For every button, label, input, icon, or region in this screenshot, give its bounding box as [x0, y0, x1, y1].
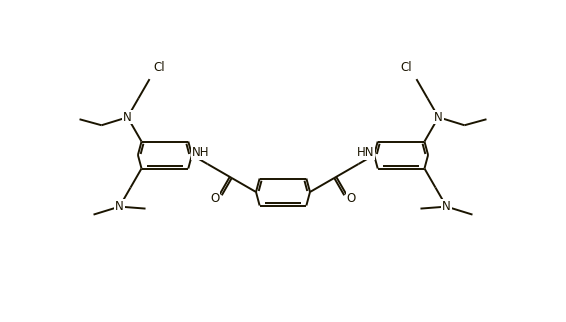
- Text: NH: NH: [192, 146, 209, 159]
- Text: Cl: Cl: [153, 61, 165, 74]
- Text: N: N: [123, 111, 132, 124]
- Text: N: N: [115, 200, 124, 213]
- Text: HN: HN: [357, 146, 374, 159]
- Text: N: N: [434, 111, 443, 124]
- Text: O: O: [210, 192, 220, 205]
- Text: Cl: Cl: [401, 61, 413, 74]
- Text: O: O: [346, 192, 356, 205]
- Text: N: N: [442, 200, 451, 213]
